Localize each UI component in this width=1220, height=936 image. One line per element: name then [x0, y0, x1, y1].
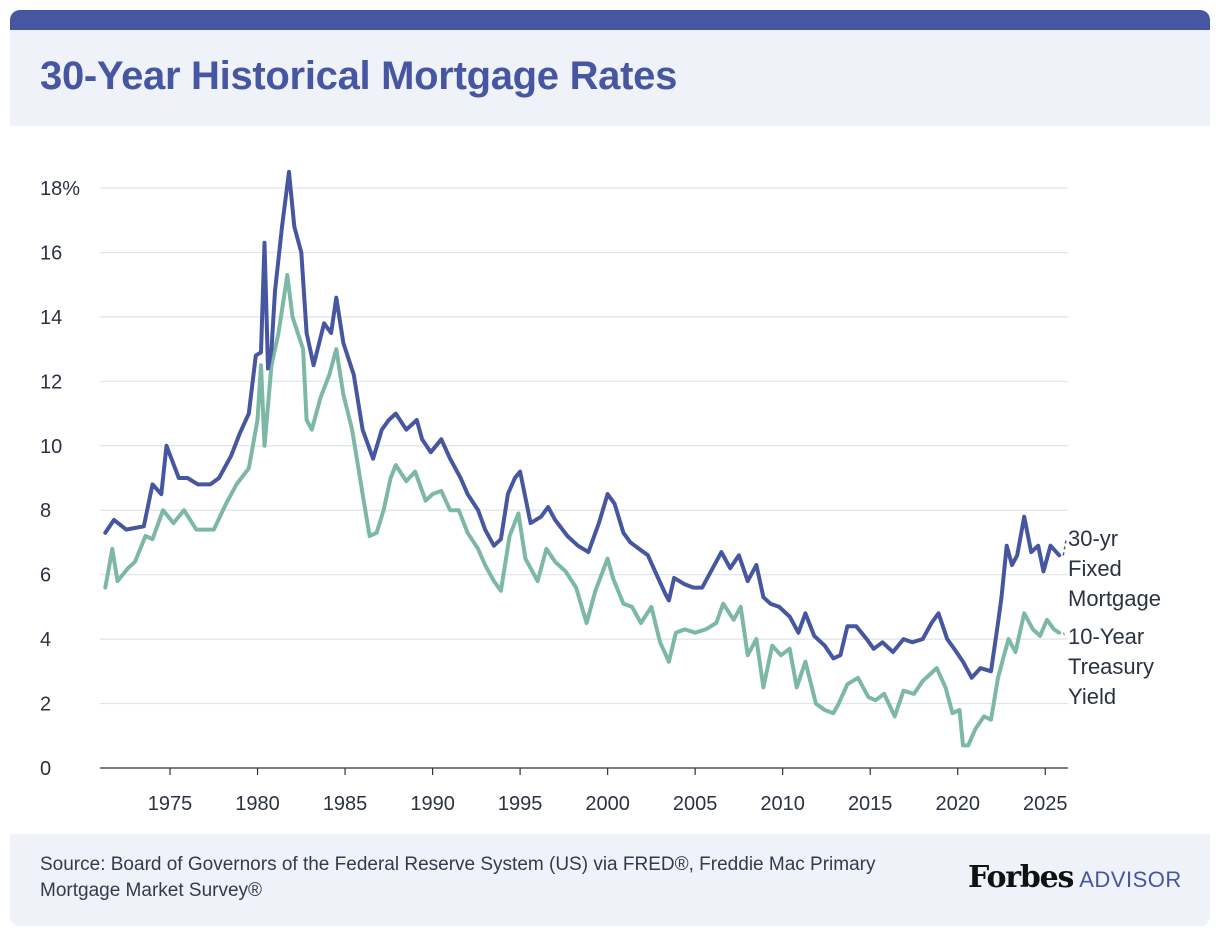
brand-suffix: ADVISOR: [1079, 867, 1182, 892]
label-leader: [1062, 632, 1067, 639]
x-tick-label: 1990: [410, 793, 455, 815]
brand-logo: Forbes ADVISOR: [968, 860, 1182, 895]
y-tick-label: 16: [40, 242, 62, 264]
series-label-line: Yield: [1068, 684, 1116, 709]
mortgage-series-label: 30-yr Fixed Mortgage: [1068, 526, 1161, 611]
x-tick-label: 2025: [1023, 793, 1068, 815]
x-axis: 1975 1980 1985 1990 1995 2000 2005 2010 2015 2020…: [100, 767, 1068, 815]
x-tick-label: 2015: [848, 793, 893, 815]
line-chart: 0 2 4 6 8 10 12 14 16 18% 1975 1980 1985 1990 1995 200…: [40, 169, 1161, 815]
x-tick-label: 1995: [498, 793, 543, 815]
label-leader: [1062, 539, 1067, 556]
y-axis-ticks: 0 2 4 6 8 10 12 14 16 18%: [40, 178, 80, 780]
x-tick-label: 2005: [673, 793, 718, 815]
series-label-line: Fixed: [1068, 556, 1122, 581]
series-label-line: Treasury: [1068, 654, 1154, 679]
x-tick-label: 1975: [148, 793, 193, 815]
x-tick-label: 2000: [585, 793, 630, 815]
header: 30-Year Historical Mortgage Rates: [10, 30, 1210, 126]
y-tick-label: 14: [40, 307, 62, 329]
page-title: 30-Year Historical Mortgage Rates: [40, 54, 678, 98]
series-lines: [103, 169, 1062, 748]
y-tick-label: 6: [40, 565, 51, 587]
x-tick-label: 2020: [935, 793, 980, 815]
treasury-series-label: 10-Year Treasury Yield: [1068, 624, 1154, 709]
brand-name: Forbes: [968, 860, 1074, 895]
y-tick-label: 18%: [40, 178, 80, 200]
source-note: Source: Board of Governors of the Federa…: [40, 854, 876, 901]
y-tick-label: 2: [40, 694, 51, 716]
y-tick-label: 0: [40, 758, 51, 780]
y-tick-label: 12: [40, 371, 62, 393]
series-label-line: 10-Year: [1068, 624, 1144, 649]
y-tick-label: 4: [40, 629, 51, 651]
gridlines: [100, 187, 1068, 705]
x-tick-label: 1985: [323, 793, 368, 815]
y-tick-label: 10: [40, 436, 62, 458]
mortgage-line: [103, 169, 1062, 680]
treasury-line: [103, 273, 1062, 748]
series-label-line: Mortgage: [1068, 586, 1161, 611]
series-label-line: 30-yr: [1068, 526, 1118, 551]
y-tick-label: 8: [40, 500, 51, 522]
series-labels: 30-yr Fixed Mortgage 10-Year Treasury Yield: [1062, 526, 1161, 709]
top-accent-bar: [10, 10, 1210, 30]
footer: Source: Board of Governors of the Federa…: [10, 834, 1210, 926]
x-tick-label: 2010: [760, 793, 805, 815]
x-tick-label: 1980: [235, 793, 280, 815]
